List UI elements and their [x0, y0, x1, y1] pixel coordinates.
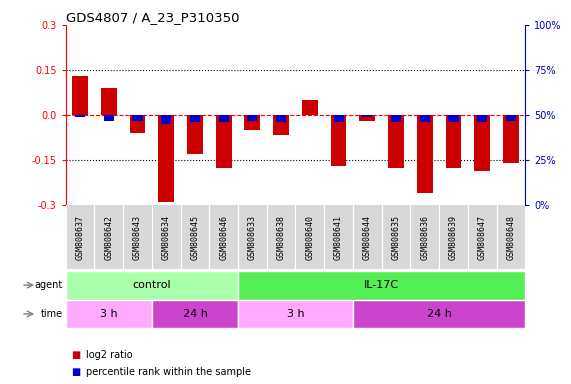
Text: GSM808639: GSM808639 — [449, 215, 458, 260]
Bar — [503, 115, 519, 163]
Text: GSM808643: GSM808643 — [133, 215, 142, 260]
Text: agent: agent — [35, 280, 63, 290]
Text: GSM808648: GSM808648 — [506, 215, 516, 260]
Text: 24 h: 24 h — [427, 309, 452, 319]
Text: GSM808647: GSM808647 — [478, 215, 486, 260]
Bar — [477, 115, 487, 122]
Bar — [359, 115, 375, 121]
Bar — [72, 76, 88, 115]
Bar — [132, 115, 143, 121]
Bar — [247, 115, 258, 121]
Bar — [190, 115, 200, 122]
Text: GSM808642: GSM808642 — [104, 215, 113, 260]
Text: control: control — [132, 280, 171, 290]
Bar — [66, 271, 238, 300]
Text: 3 h: 3 h — [100, 309, 118, 319]
Bar — [420, 115, 430, 122]
Bar — [216, 115, 232, 168]
Text: GSM808645: GSM808645 — [191, 215, 199, 260]
Bar — [353, 300, 525, 328]
Text: log2 ratio: log2 ratio — [86, 350, 132, 360]
Bar — [333, 115, 344, 122]
Bar — [219, 115, 229, 122]
Bar — [506, 115, 516, 121]
Bar — [238, 300, 353, 328]
Bar — [244, 115, 260, 130]
Bar — [417, 115, 433, 194]
Bar — [158, 115, 174, 202]
Bar — [302, 100, 317, 115]
Text: percentile rank within the sample: percentile rank within the sample — [86, 367, 251, 377]
Text: 24 h: 24 h — [183, 309, 207, 319]
Bar — [276, 115, 286, 122]
Text: GSM808633: GSM808633 — [248, 215, 257, 260]
Bar — [66, 300, 152, 328]
Bar — [388, 115, 404, 168]
Text: ■: ■ — [71, 367, 81, 377]
Bar — [75, 115, 85, 117]
Bar — [161, 115, 171, 124]
Bar — [445, 115, 461, 168]
Bar — [362, 115, 372, 117]
Text: GSM808641: GSM808641 — [334, 215, 343, 260]
Text: GSM808646: GSM808646 — [219, 215, 228, 260]
Bar — [448, 115, 459, 122]
Text: GSM808644: GSM808644 — [363, 215, 372, 260]
Text: GSM808638: GSM808638 — [276, 215, 286, 260]
Text: ■: ■ — [71, 350, 81, 360]
Text: GSM808636: GSM808636 — [420, 215, 429, 260]
Bar — [238, 271, 525, 300]
Bar — [391, 115, 401, 122]
Bar — [331, 115, 347, 166]
Text: 3 h: 3 h — [287, 309, 304, 319]
Bar — [475, 115, 490, 171]
Bar — [274, 115, 289, 135]
Text: GSM808640: GSM808640 — [305, 215, 315, 260]
Text: GDS4807 / A_23_P310350: GDS4807 / A_23_P310350 — [66, 11, 239, 24]
Text: IL-17C: IL-17C — [364, 280, 399, 290]
Bar — [187, 115, 203, 154]
Text: GSM808635: GSM808635 — [392, 215, 400, 260]
Bar — [101, 88, 116, 115]
Text: GSM808634: GSM808634 — [162, 215, 171, 260]
Bar — [152, 300, 238, 328]
Text: time: time — [41, 309, 63, 319]
Bar — [104, 115, 114, 121]
Text: GSM808637: GSM808637 — [75, 215, 85, 260]
Bar — [130, 115, 146, 133]
